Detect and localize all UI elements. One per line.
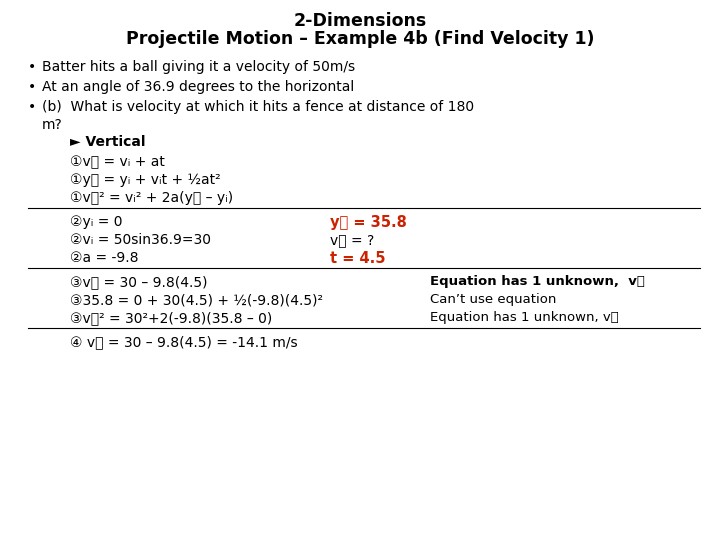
Text: Equation has 1 unknown, v₟: Equation has 1 unknown, v₟ bbox=[430, 311, 618, 324]
Text: Batter hits a ball giving it a velocity of 50m/s: Batter hits a ball giving it a velocity … bbox=[42, 60, 355, 74]
Text: ④ v₟ = 30 – 9.8(4.5) = -14.1 m/s: ④ v₟ = 30 – 9.8(4.5) = -14.1 m/s bbox=[70, 335, 297, 349]
Text: ①v₟ = vᵢ + at: ①v₟ = vᵢ + at bbox=[70, 155, 165, 169]
Text: •: • bbox=[28, 60, 36, 74]
Text: •: • bbox=[28, 80, 36, 94]
Text: Can’t use equation: Can’t use equation bbox=[430, 293, 557, 306]
Text: m?: m? bbox=[42, 118, 63, 132]
Text: ②a = -9.8: ②a = -9.8 bbox=[70, 251, 138, 265]
Text: Equation has 1 unknown,  v₟: Equation has 1 unknown, v₟ bbox=[430, 275, 645, 288]
Text: Projectile Motion – Example 4b (Find Velocity 1): Projectile Motion – Example 4b (Find Vel… bbox=[126, 30, 594, 48]
Text: ③35.8 = 0 + 30(4.5) + ½(-9.8)(4.5)²: ③35.8 = 0 + 30(4.5) + ½(-9.8)(4.5)² bbox=[70, 293, 323, 307]
Text: ③v₟ = 30 – 9.8(4.5): ③v₟ = 30 – 9.8(4.5) bbox=[70, 275, 207, 289]
Text: v₟ = ?: v₟ = ? bbox=[330, 233, 374, 247]
Text: ► Vertical: ► Vertical bbox=[70, 135, 145, 149]
Text: 2-Dimensions: 2-Dimensions bbox=[293, 12, 427, 30]
Text: ②vᵢ = 50sin36.9=30: ②vᵢ = 50sin36.9=30 bbox=[70, 233, 211, 247]
Text: (b)  What is velocity at which it hits a fence at distance of 180: (b) What is velocity at which it hits a … bbox=[42, 100, 474, 114]
Text: ③v₟² = 30²+2(-9.8)(35.8 – 0): ③v₟² = 30²+2(-9.8)(35.8 – 0) bbox=[70, 311, 272, 325]
Text: ②yᵢ = 0: ②yᵢ = 0 bbox=[70, 215, 122, 229]
Text: ①v₟² = vᵢ² + 2a(y₟ – yᵢ): ①v₟² = vᵢ² + 2a(y₟ – yᵢ) bbox=[70, 191, 233, 205]
Text: y₟ = 35.8: y₟ = 35.8 bbox=[330, 215, 407, 230]
Text: ①y₟ = yᵢ + vᵢt + ½at²: ①y₟ = yᵢ + vᵢt + ½at² bbox=[70, 173, 220, 187]
Text: •: • bbox=[28, 100, 36, 114]
Text: t = 4.5: t = 4.5 bbox=[330, 251, 385, 266]
Text: At an angle of 36.9 degrees to the horizontal: At an angle of 36.9 degrees to the horiz… bbox=[42, 80, 354, 94]
